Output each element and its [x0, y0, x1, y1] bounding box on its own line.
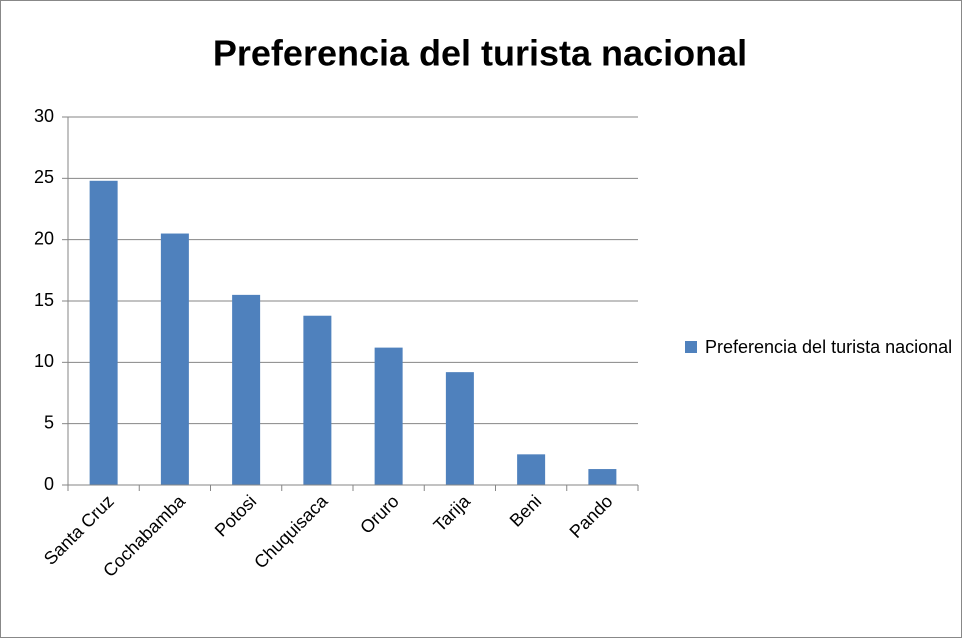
bar: [517, 454, 546, 485]
y-tick-label: 0: [44, 474, 54, 494]
bar: [588, 469, 617, 485]
legend-label: Preferencia del turista nacional: [705, 337, 953, 357]
bar: [89, 180, 118, 485]
y-tick-label: 25: [34, 167, 54, 187]
y-tick-label: 5: [44, 412, 54, 432]
y-tick-label: 15: [34, 290, 54, 310]
legend-swatch: [685, 341, 697, 353]
y-tick-label: 10: [34, 351, 54, 371]
bar: [160, 233, 189, 485]
y-tick-label: 20: [34, 228, 54, 248]
y-tick-label: 30: [34, 106, 54, 126]
bar: [232, 294, 261, 485]
bar: [445, 372, 474, 485]
chart-title: Preferencia del turista nacional: [213, 33, 747, 74]
bar: [374, 347, 403, 485]
bar: [303, 315, 332, 485]
